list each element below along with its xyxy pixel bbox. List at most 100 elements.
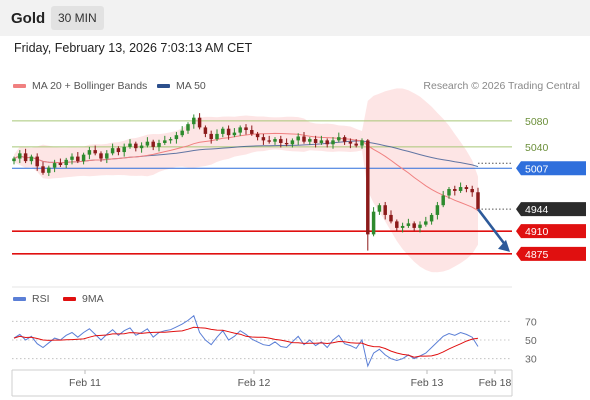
rsi-tick-50: 50 (525, 335, 537, 347)
timeframe-button[interactable]: 30 MIN (51, 6, 104, 30)
datetime-label: Friday, February 13, 2026 7:03:13 AM CET (14, 41, 253, 55)
ma9-swatch (63, 297, 76, 301)
candle-body-43 (261, 137, 266, 141)
candle-body-23 (145, 141, 150, 146)
x-tick-label-0: Feb 11 (69, 377, 101, 389)
candle-body-75 (447, 189, 451, 196)
candle-body-42 (255, 133, 260, 138)
candle-body-80 (476, 192, 480, 210)
candle-body-8 (58, 163, 63, 166)
legend-ma20: MA 20 + Bollinger Bands (13, 80, 147, 92)
candle-body-37 (226, 128, 231, 136)
candle-body-9 (64, 159, 68, 166)
rsi-label: RSI (32, 293, 50, 305)
candle-body-20 (128, 143, 132, 147)
candle-body-62 (371, 211, 376, 235)
ma50-swatch (157, 84, 170, 88)
candle-body-77 (458, 187, 463, 191)
candle-body-30 (186, 124, 190, 131)
candle-body-41 (250, 130, 254, 134)
candle-body-64 (383, 205, 387, 215)
legend-rsi: RSI (13, 293, 50, 305)
ma20-line (13, 132, 479, 212)
level-tag-text-4910: 4910 (525, 226, 549, 238)
rsi-tick-30: 30 (525, 354, 537, 366)
candle-body-24 (151, 141, 155, 147)
candle-body-17 (110, 148, 115, 154)
candle-body-18 (116, 148, 121, 153)
x-tick-label-2: Feb 13 (411, 377, 444, 389)
candle-body-56 (337, 137, 341, 141)
candle-body-44 (267, 140, 271, 142)
header-bar: Gold 30 MIN (0, 0, 590, 36)
candle-body-28 (174, 135, 179, 140)
forecast-arrow-shaft (476, 208, 508, 247)
candle-body-16 (105, 153, 109, 159)
forecast-arrow-head (498, 239, 510, 252)
level-tag-text-5007: 5007 (525, 163, 549, 175)
level-tag-4875 (516, 246, 586, 261)
candle-body-45 (273, 139, 277, 142)
candle-body-48 (290, 140, 295, 145)
candle-body-74 (441, 195, 445, 206)
candle-body-25 (157, 142, 161, 147)
candle-body-58 (348, 141, 353, 144)
candle-body-3 (29, 156, 34, 162)
rsi-tick-70: 70 (525, 316, 537, 328)
level-label-5040: 5040 (525, 142, 549, 154)
candle-body-36 (221, 128, 225, 134)
candle-body-68 (406, 223, 411, 226)
candle-body-76 (453, 189, 457, 191)
candle-body-34 (209, 133, 213, 140)
level-tag-4910 (516, 224, 586, 239)
candle-body-11 (76, 156, 80, 162)
candle-body-15 (99, 153, 103, 159)
ma20-label: MA 20 + Bollinger Bands (32, 80, 148, 92)
x-tick-label-3: Feb 18 (479, 377, 512, 389)
legend-ma50: MA 50 (157, 80, 206, 92)
candle-body-65 (389, 214, 393, 222)
level-tag-4944 (516, 202, 586, 217)
x-tick-label-1: Feb 12 (238, 377, 271, 389)
candle-body-38 (232, 132, 237, 136)
candle-body-69 (412, 223, 416, 228)
candle-body-4 (35, 156, 39, 167)
candle-body-47 (284, 142, 289, 145)
candle-body-26 (163, 140, 167, 143)
ma20-swatch (13, 84, 26, 88)
candle-body-5 (41, 166, 45, 173)
candle-body-35 (215, 133, 219, 140)
candle-body-0 (12, 158, 16, 162)
candle-body-59 (354, 143, 358, 146)
instrument-title: Gold (11, 10, 46, 27)
credit-label: Research © 2026 Trading Central (423, 80, 580, 92)
candle-body-6 (47, 167, 51, 173)
candle-body-46 (279, 139, 283, 143)
candle-body-1 (18, 153, 22, 159)
candle-body-2 (23, 153, 28, 162)
candle-body-73 (435, 205, 440, 215)
candle-body-61 (366, 140, 370, 235)
candle-body-31 (192, 117, 196, 125)
candle-body-53 (319, 140, 324, 143)
candle-body-50 (302, 136, 306, 142)
candle-body-78 (464, 187, 469, 189)
candle-body-39 (238, 127, 242, 133)
candle-body-72 (429, 214, 434, 222)
candle-body-66 (395, 221, 399, 228)
level-tag-5007 (516, 161, 586, 176)
candle-body-7 (52, 163, 57, 168)
candle-body-55 (331, 140, 335, 145)
candle-body-71 (424, 221, 428, 225)
level-tag-text-4875: 4875 (525, 249, 549, 261)
ma9-label: 9MA (82, 293, 104, 305)
candle-body-52 (313, 139, 318, 143)
rsi-9ma-line (13, 326, 479, 358)
candle-body-40 (244, 127, 248, 131)
candle-body-22 (139, 145, 144, 149)
bollinger-band-area (14, 88, 478, 273)
level-label-5080: 5080 (525, 116, 549, 128)
candle-body-12 (81, 154, 86, 162)
candle-body-57 (342, 137, 347, 142)
